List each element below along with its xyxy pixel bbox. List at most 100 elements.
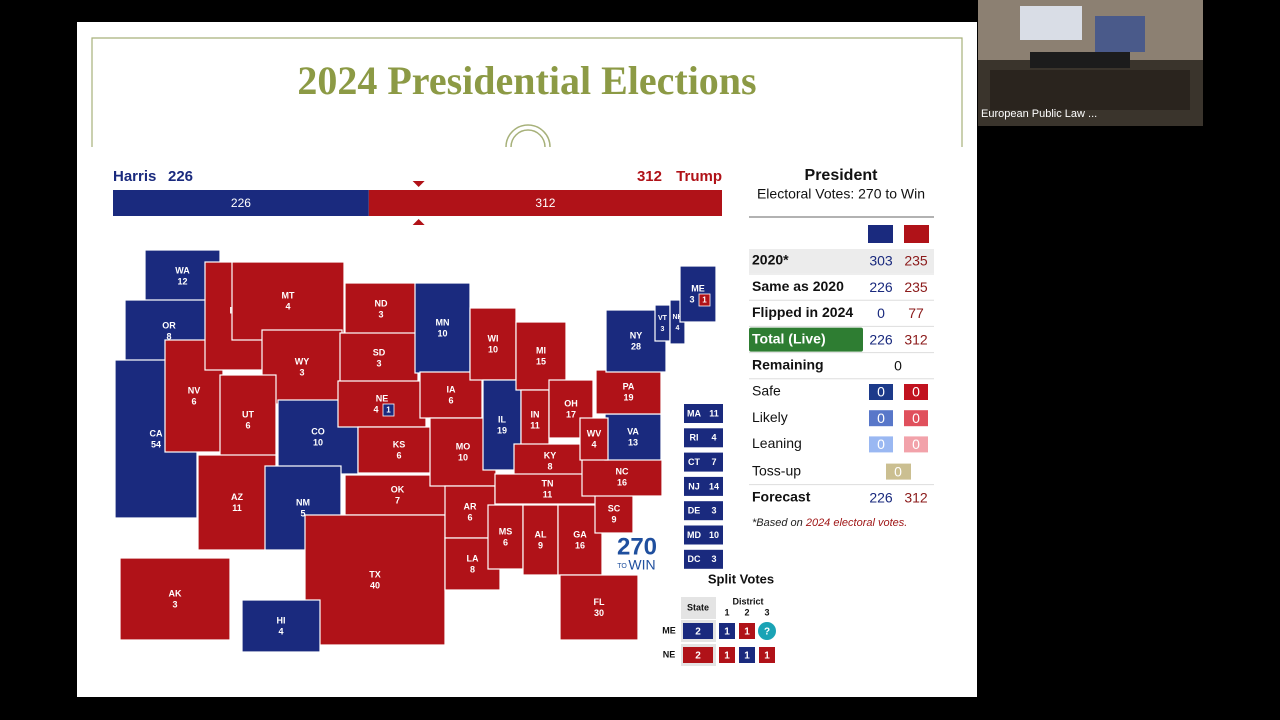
state-abbr: NC xyxy=(616,466,629,476)
state-abbr: WV xyxy=(587,428,602,438)
trump-swatch xyxy=(904,225,929,243)
video-wall xyxy=(978,0,1203,60)
split-cell xyxy=(683,623,713,639)
state xyxy=(339,332,419,384)
video-flags xyxy=(1095,16,1145,52)
split-cell-text: 2 xyxy=(695,627,701,638)
slide-ornament xyxy=(505,124,551,148)
state-votes: 9 xyxy=(538,540,543,550)
state-abbr: NH xyxy=(672,314,682,321)
state-abbr: TN xyxy=(542,478,554,488)
state xyxy=(469,307,517,381)
video-desk xyxy=(1030,52,1130,68)
state-abbr: IA xyxy=(447,384,457,394)
small-state xyxy=(684,549,723,569)
row-value: 0 xyxy=(894,358,902,374)
state-abbr: SD xyxy=(373,347,386,357)
small-state-votes: 7 xyxy=(711,457,716,467)
small-state-votes: 3 xyxy=(711,506,716,516)
state xyxy=(515,321,567,391)
state-votes: 10 xyxy=(458,452,468,462)
trump-value: 0 xyxy=(912,436,920,452)
row-label: Leaning xyxy=(752,435,802,451)
small-state xyxy=(684,476,723,496)
state-abbr: PA xyxy=(623,381,635,391)
state-abbr: ME xyxy=(691,283,705,293)
harris-swatch xyxy=(868,225,893,243)
trump-bar xyxy=(368,190,722,216)
state-abbr: AL xyxy=(535,529,547,539)
state-votes: 11 xyxy=(232,503,242,513)
footnote-text: *Based on xyxy=(752,517,806,529)
state xyxy=(357,426,441,474)
split-box xyxy=(382,403,395,417)
state-votes: 6 xyxy=(503,537,508,547)
state-abbr: MO xyxy=(456,441,471,451)
split-cell-text: 1 xyxy=(724,651,730,662)
state-votes: 4 xyxy=(278,626,283,636)
state-votes: 10 xyxy=(488,344,498,354)
state-abbr: WA xyxy=(175,265,190,275)
state-votes: 7 xyxy=(395,495,400,505)
row-label: Same as 2020 xyxy=(752,278,844,294)
participant-name: European Public Law ... xyxy=(981,108,1097,120)
state-abbr: WI xyxy=(488,333,499,343)
harris-name: Harris xyxy=(113,168,156,185)
state-abbr: AK xyxy=(169,588,182,598)
state xyxy=(241,599,321,653)
state-abbr: AZ xyxy=(231,492,243,502)
state-votes: 6 xyxy=(448,395,453,405)
state-abbr: UT xyxy=(242,409,254,419)
state xyxy=(604,413,662,461)
state xyxy=(559,574,639,641)
state-abbr: NY xyxy=(630,330,643,340)
row-label: Flipped in 2024 xyxy=(752,304,853,320)
split-cell xyxy=(739,623,755,639)
state-votes: 15 xyxy=(536,356,546,366)
small-state xyxy=(684,501,723,521)
district-number: 1 xyxy=(724,607,729,617)
state xyxy=(414,282,471,374)
harris-value: 0 xyxy=(877,384,885,400)
video-tile: European Public Law ... xyxy=(978,0,1203,126)
state xyxy=(522,504,559,576)
harris-value: 226 xyxy=(869,490,893,506)
state-votes: 3 xyxy=(376,358,381,368)
tossup-box xyxy=(886,463,911,480)
state-abbr: VA xyxy=(627,426,639,436)
small-state-votes: 4 xyxy=(711,433,716,443)
state-abbr: AR xyxy=(464,501,477,511)
row-label: Safe xyxy=(752,383,781,399)
split-cell xyxy=(719,623,735,639)
split-state: ME xyxy=(662,625,676,635)
state-abbr: GA xyxy=(573,529,587,539)
state-abbr: OH xyxy=(564,398,578,408)
slide-title: 2024 Presidential Elections xyxy=(297,58,756,103)
small-state-abbr: CT xyxy=(688,457,700,467)
video-screen xyxy=(1020,6,1082,40)
state-abbr: NM xyxy=(296,497,310,507)
state-votes: 3 xyxy=(661,326,665,333)
small-state xyxy=(684,452,723,472)
small-state-abbr: MD xyxy=(687,530,701,540)
state-abbr: KY xyxy=(544,450,557,460)
harris-value: 226 xyxy=(869,279,893,295)
state xyxy=(581,457,663,497)
small-state-abbr: NJ xyxy=(688,481,700,491)
state-votes: 12 xyxy=(177,276,187,286)
footnote-link[interactable]: 2024 electoral votes. xyxy=(805,517,908,529)
panel-subtitle: Electoral Votes: 270 to Win xyxy=(757,186,925,202)
logo-number: 270 xyxy=(617,533,657,560)
slide-frame xyxy=(91,37,963,147)
state-votes: 40 xyxy=(370,580,380,590)
state xyxy=(197,454,277,551)
trump-value: 312 xyxy=(904,331,928,347)
state-votes: 9 xyxy=(611,514,616,524)
small-state-votes: 14 xyxy=(709,481,719,491)
state-votes: 19 xyxy=(623,392,633,402)
state-votes: 6 xyxy=(467,512,472,522)
row-label: Toss-up xyxy=(752,462,801,478)
state-votes: 13 xyxy=(628,437,638,447)
harris-bar xyxy=(113,190,369,216)
